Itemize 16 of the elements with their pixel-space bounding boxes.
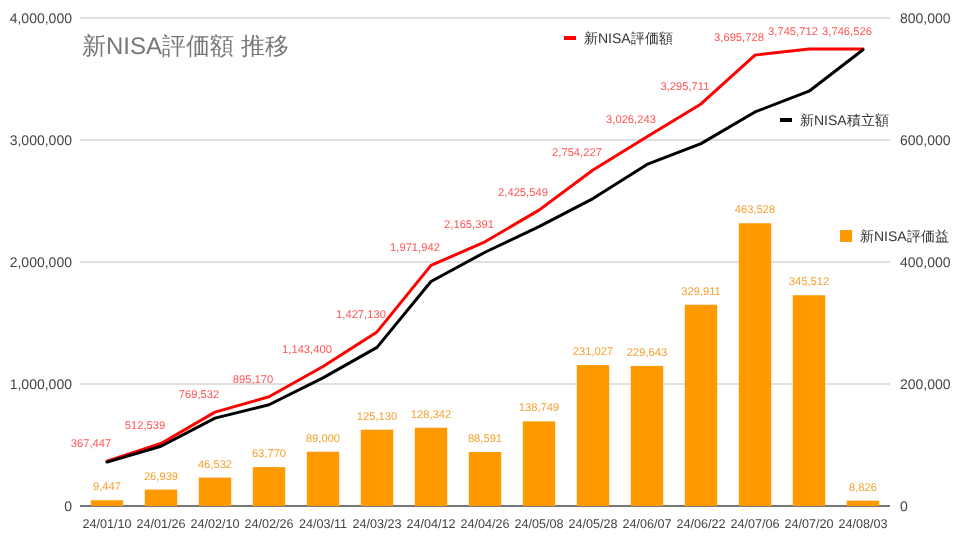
bar: [198, 477, 232, 506]
bar: [684, 304, 718, 506]
bar: [792, 295, 826, 506]
bar: [144, 489, 178, 506]
bar: [252, 467, 286, 506]
text: 新NISA評価額 推移: [82, 32, 289, 60]
bar: [846, 500, 880, 506]
bar: [630, 365, 664, 506]
bar: [522, 421, 556, 506]
bar: [306, 451, 340, 506]
bar: [468, 451, 502, 506]
bar: [576, 365, 610, 506]
bar: [738, 223, 772, 506]
bar: [360, 429, 394, 506]
bar: [90, 500, 124, 506]
bar: [414, 427, 448, 506]
